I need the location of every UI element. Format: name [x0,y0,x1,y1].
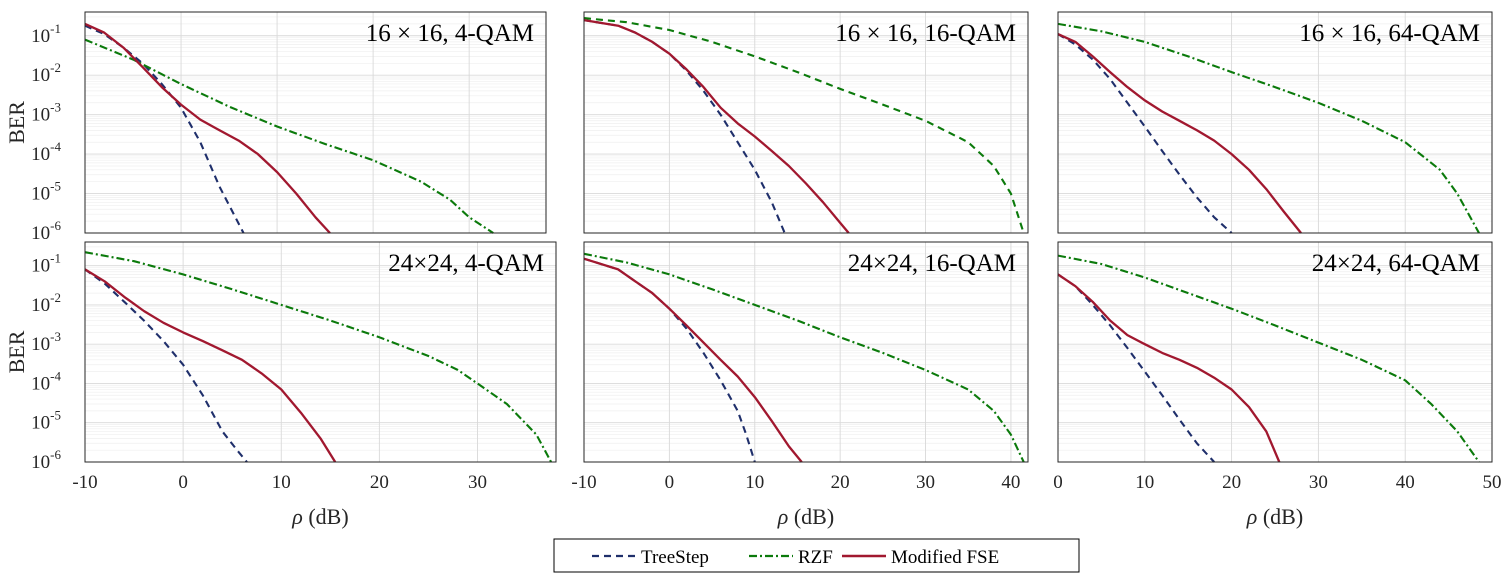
x-tick-label: -10 [571,472,596,493]
plot-frame [583,11,1029,234]
panel-2: 16 × 16, 16-QAM [583,11,1029,234]
x-tick-label: 50 [1483,472,1502,493]
y-tick-label: 10-4 [31,368,61,394]
x-tick-label: 40 [1396,472,1415,493]
x-tick-label: 30 [1309,472,1328,493]
legend-label-rzf: RZF [798,547,833,568]
y-tick-label: 10-6 [31,447,61,473]
x-tick-label: 40 [1001,472,1020,493]
x-tick-label: 0 [178,472,188,493]
x-axis-label: ρ (dB) [777,504,834,529]
panel-title: 24×24, 64-QAM [1312,250,1480,277]
x-axis-label: ρ (dB) [1246,504,1303,529]
y-tick-label: 10-4 [31,139,61,165]
plot-frame [1057,11,1493,234]
plot-frame [583,241,1029,463]
legend-label-modified-fse: Modified FSE [891,547,999,568]
series-line-rzf [1057,22,1480,234]
y-axis-label: BER [4,101,29,144]
legend-label-treestep: TreeStep [641,547,709,568]
y-tick-label: 10-2 [31,290,61,316]
x-tick-label: 30 [468,472,487,493]
x-tick-label: 10 [1135,472,1154,493]
legend-box [553,538,1080,573]
y-tick-label: 10-3 [31,100,61,126]
legend: TreeStep RZF Modified FSE [553,538,1080,573]
x-tick-label: 0 [1053,472,1063,493]
x-axis-label: ρ (dB) [291,504,348,529]
x-tick-label: 20 [1222,472,1241,493]
y-tick-label: 10-3 [31,329,61,355]
y-tick-label: 10-1 [31,251,61,277]
plot-frame [84,241,557,463]
series-line-modified-fse [84,268,337,463]
y-tick-label: 10-5 [31,408,61,434]
series-line-rzf [583,17,1025,234]
panel-title: 24×24, 4-QAM [388,250,544,277]
panel-title: 16 × 16, 16-QAM [835,20,1016,47]
y-tick-label: 10-1 [31,21,61,47]
plot-frame [1057,241,1493,463]
series-line-modified-fse [583,18,850,234]
series-line-modified-fse [583,257,803,463]
panel-4: 10-6 10-5 10-4 10-3 10-2 10-1 -10 0 10 20 30 24×24,… [4,241,557,529]
x-tick-label: 10 [745,472,764,493]
series-line-treestep [1057,273,1215,463]
panel-5: -10 0 10 20 30 40 24×24, 16-QAM ρ (dB) [571,241,1029,529]
series-line-rzf [583,252,1025,463]
panel-1: 10-6 10-5 10-4 10-3 10-2 10-1 16 × 16, 4-QAM BE… [4,11,547,244]
series-line-rzf [1057,254,1480,463]
series-line-treestep [84,268,248,463]
series-line-rzf [84,251,553,463]
y-tick-label: 10-5 [31,179,61,205]
x-tick-label: 20 [370,472,389,493]
y-tick-label: 10-6 [31,218,61,244]
series-line-modified-fse [84,22,331,234]
x-tick-label: 20 [831,472,850,493]
y-tick-label: 10-2 [31,60,61,86]
panels: 10-6 10-5 10-4 10-3 10-2 10-1 16 × 16, 4-QAM BE… [4,11,1502,529]
panel-6: 0 10 20 30 40 50 24×24, 64-QAM ρ (dB) [1053,241,1502,529]
x-tick-label: 10 [272,472,291,493]
panel-title: 16 × 16, 64-QAM [1299,20,1480,47]
x-tick-label: 0 [665,472,675,493]
series-line-rzf [84,38,494,234]
panel-3: 16 × 16, 64-QAM [1057,11,1493,234]
x-tick-label: 30 [916,472,935,493]
y-axis-label: BER [4,330,29,373]
panel-title: 16 × 16, 4-QAM [366,20,534,47]
series-line-modified-fse [1057,273,1281,463]
plot-frame [84,11,547,234]
series-line-modified-fse [1057,33,1302,234]
x-tick-label: -10 [72,472,97,493]
panel-title: 24×24, 16-QAM [848,250,1016,277]
